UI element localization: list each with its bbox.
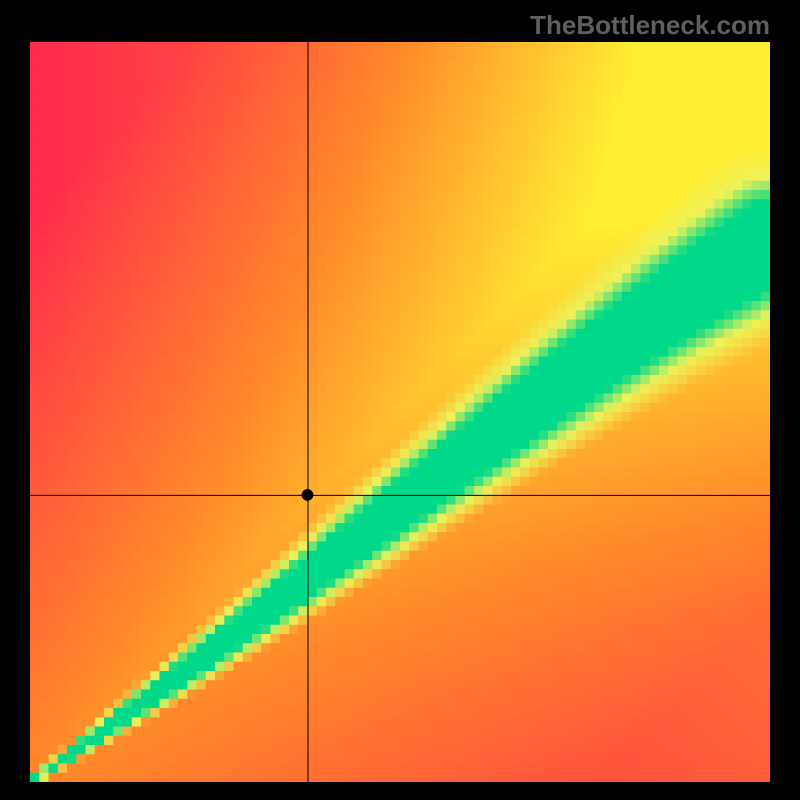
watermark-text: TheBottleneck.com xyxy=(530,10,770,41)
heatmap-plot xyxy=(30,42,770,782)
chart-container: TheBottleneck.com xyxy=(0,0,800,800)
